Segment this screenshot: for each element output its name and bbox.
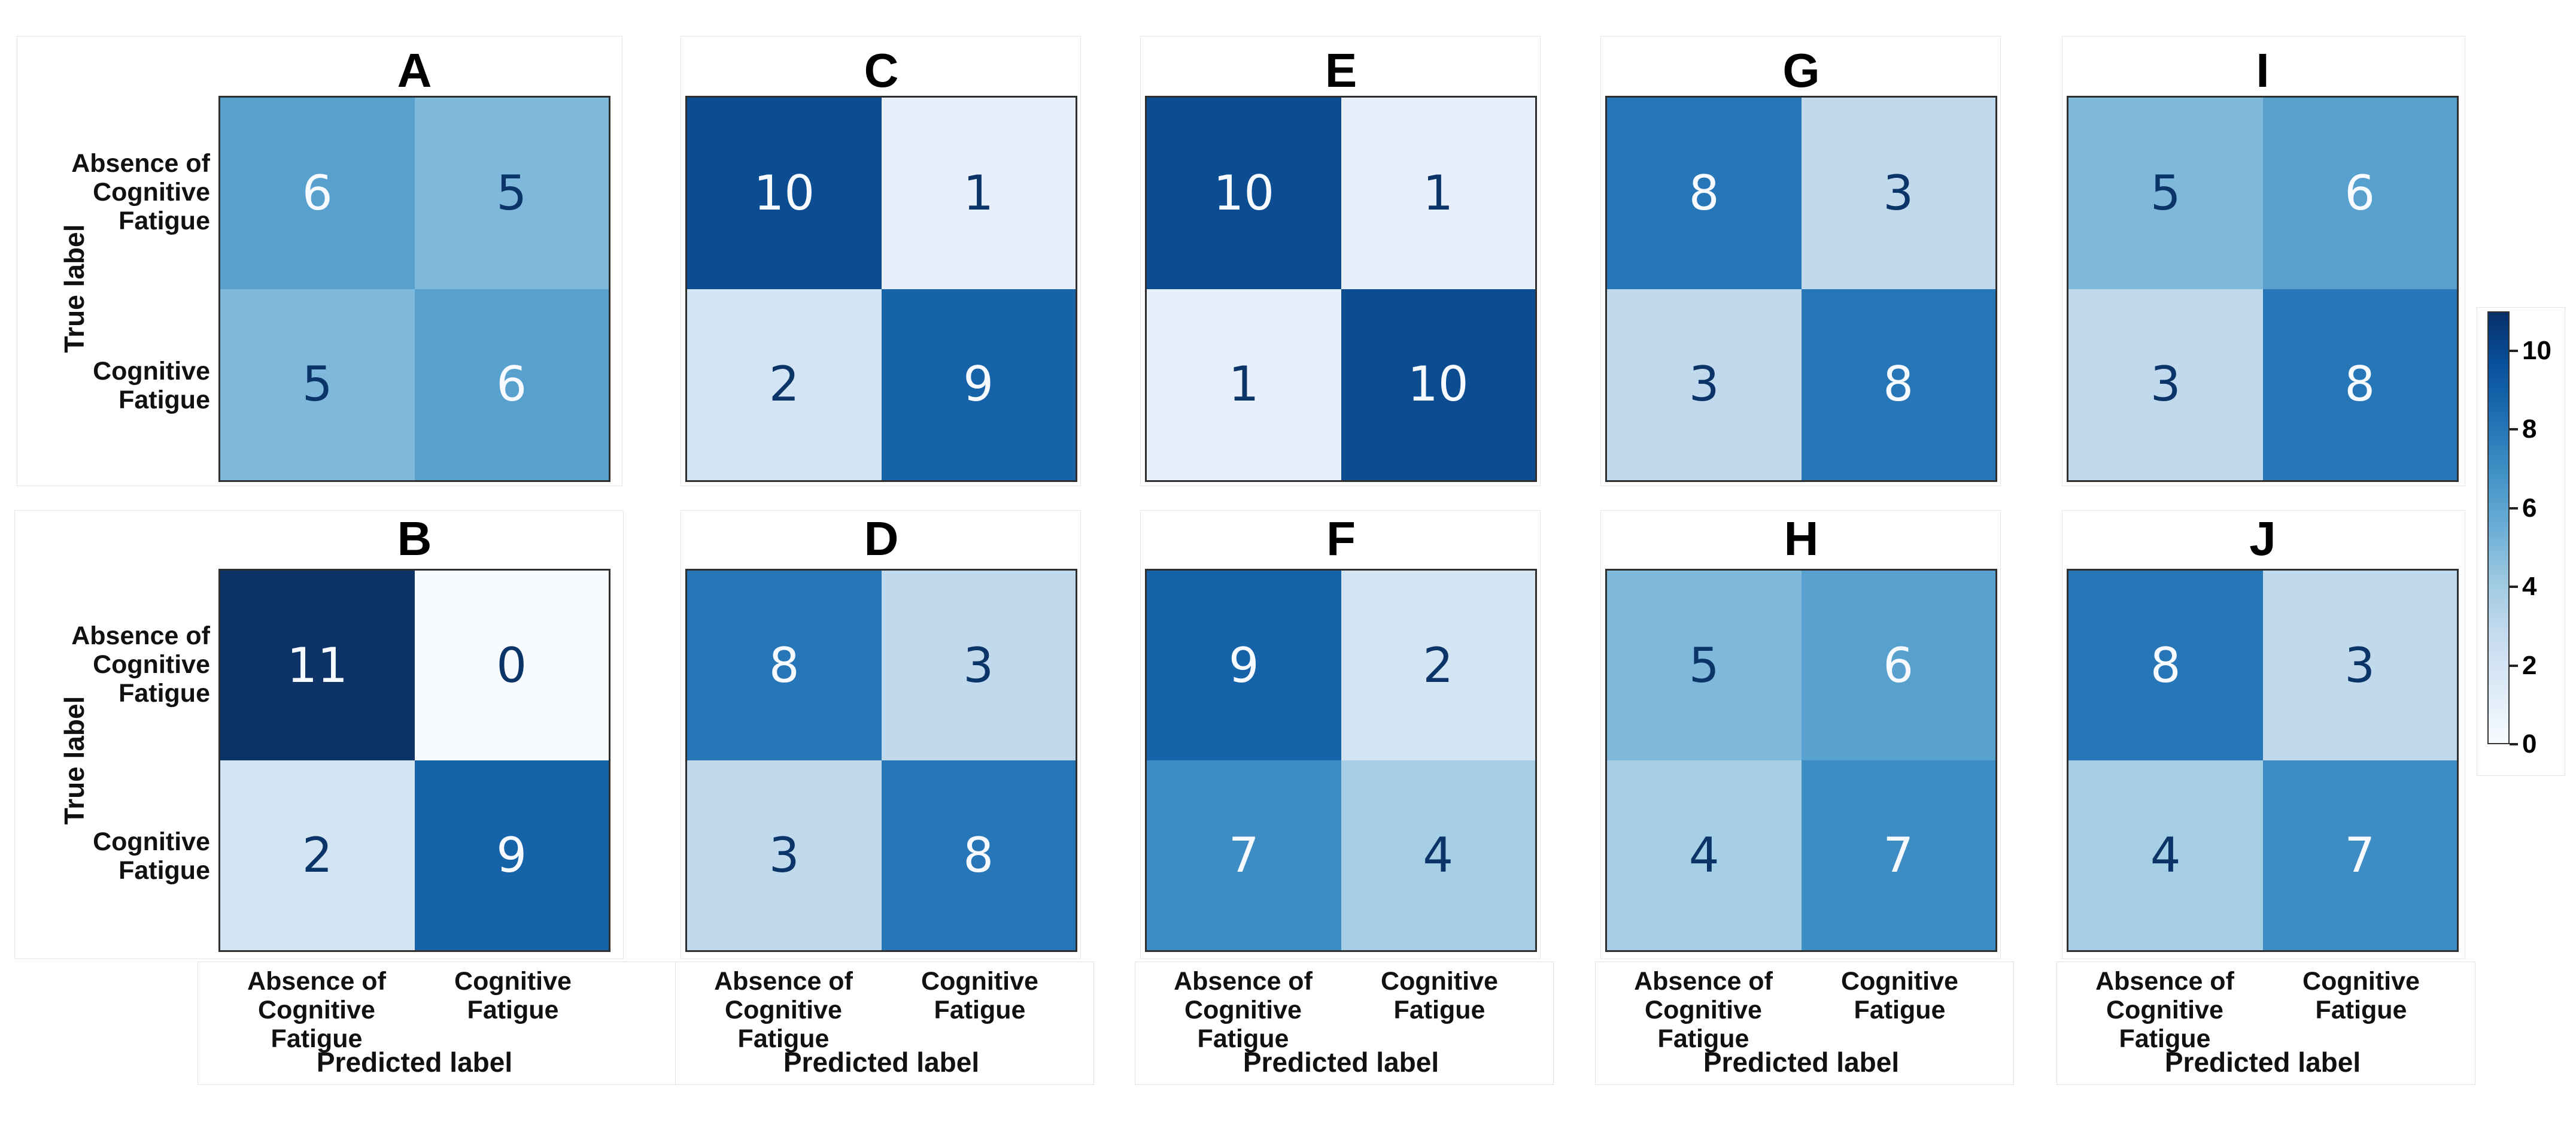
cell-I-r1c0: 3: [2068, 289, 2263, 480]
cell-F-r1c1: 4: [1341, 760, 1535, 950]
xtick-H-fatigue: Cognitive Fatigue: [1841, 967, 1958, 1024]
confusion-matrix-C: 10 1 2 9: [685, 96, 1077, 482]
cell-G-r0c1: 3: [1801, 98, 1995, 289]
cell-E-r1c0: 1: [1147, 289, 1341, 480]
xtick-B-fatigue: Cognitive Fatigue: [454, 967, 572, 1024]
cell-I-r0c0: 5: [2068, 98, 2263, 289]
ytick-B-absence: Absence of Cognitive Fatigue: [71, 621, 210, 708]
cell-B-r0c0: 11: [220, 571, 415, 760]
xlabel-strip-D: [675, 962, 1094, 1085]
cell-F-r0c1: 2: [1341, 571, 1535, 760]
confusion-matrix-F: 9 2 7 4: [1145, 569, 1537, 952]
colorbar-tick-label: 8: [2522, 414, 2537, 444]
subplot-title-E: E: [1325, 44, 1357, 97]
xtick-H-absence: Absence of Cognitive Fatigue: [1634, 967, 1773, 1053]
subplot-title-F: F: [1326, 512, 1356, 565]
confusion-matrix-G: 8 3 3 8: [1605, 96, 1997, 482]
x-axis-label-D: Predicted label: [783, 1047, 980, 1078]
cell-J-r0c0: 8: [2068, 571, 2263, 760]
xtick-F-fatigue: Cognitive Fatigue: [1381, 967, 1498, 1024]
cell-B-r1c1: 9: [414, 760, 609, 950]
cell-C-r1c0: 2: [687, 289, 882, 480]
cell-H-r0c0: 5: [1607, 571, 1802, 760]
cell-D-r1c0: 3: [687, 760, 882, 950]
colorbar-tick-label: 0: [2522, 729, 2537, 759]
x-axis-label-F: Predicted label: [1243, 1047, 1439, 1078]
subplot-title-C: C: [864, 44, 899, 97]
colorbar-tick-label: 10: [2522, 335, 2551, 365]
cell-G-r1c0: 3: [1607, 289, 1802, 480]
cell-I-r0c1: 6: [2262, 98, 2457, 289]
cell-F-r1c0: 7: [1147, 760, 1341, 950]
colorbar-tick-mark: [2510, 586, 2518, 589]
confusion-matrix-A: 6 5 5 6: [218, 96, 610, 482]
subplot-title-A: A: [397, 44, 432, 97]
colorbar-tick-label: 6: [2522, 493, 2537, 523]
subplot-title-G: G: [1782, 44, 1820, 97]
cell-G-r0c0: 8: [1607, 98, 1802, 289]
cell-H-r1c0: 4: [1607, 760, 1802, 950]
cell-C-r0c1: 1: [881, 98, 1076, 289]
xlabel-strip-H: [1595, 962, 2014, 1085]
x-axis-label-J: Predicted label: [2164, 1047, 2361, 1078]
cell-B-r0c1: 0: [414, 571, 609, 760]
subplot-title-H: H: [1784, 512, 1819, 565]
xtick-B-absence: Absence of Cognitive Fatigue: [247, 967, 386, 1053]
cell-E-r0c0: 10: [1147, 98, 1341, 289]
colorbar-strip: [2487, 311, 2510, 744]
xlabel-strip-F: [1135, 962, 1554, 1085]
xlabel-strip-J: [2056, 962, 2475, 1085]
colorbar-tick-label: 2: [2522, 650, 2537, 680]
cell-D-r1c1: 8: [881, 760, 1076, 950]
cell-C-r0c0: 10: [687, 98, 882, 289]
colorbar-tick-mark: [2510, 507, 2518, 510]
cell-A-r1c0: 5: [220, 289, 415, 480]
xtick-D-absence: Absence of Cognitive Fatigue: [714, 967, 853, 1053]
cell-A-r1c1: 6: [414, 289, 609, 480]
cell-I-r1c1: 8: [2262, 289, 2457, 480]
confusion-matrix-J: 8 3 4 7: [2067, 569, 2459, 952]
cell-H-r0c1: 6: [1801, 571, 1995, 760]
confusion-matrix-I: 5 6 3 8: [2067, 96, 2459, 482]
colorbar-tick-label: 4: [2522, 572, 2537, 602]
colorbar-tick-mark: [2510, 664, 2518, 667]
ytick-A-fatigue: Cognitive Fatigue: [93, 357, 210, 414]
colorbar-tick-mark: [2510, 428, 2518, 431]
cell-J-r0c1: 3: [2262, 571, 2457, 760]
cell-G-r1c1: 8: [1801, 289, 1995, 480]
cell-J-r1c1: 7: [2262, 760, 2457, 950]
cell-E-r0c1: 1: [1341, 98, 1535, 289]
xtick-D-fatigue: Cognitive Fatigue: [921, 967, 1038, 1024]
cell-C-r1c1: 9: [881, 289, 1076, 480]
confusion-matrix-B: 11 0 2 9: [218, 569, 610, 952]
colorbar-tick-mark: [2510, 349, 2518, 352]
x-axis-label-B: Predicted label: [316, 1047, 513, 1078]
subplot-title-I: I: [2256, 44, 2270, 97]
cell-B-r1c0: 2: [220, 760, 415, 950]
subplot-title-J: J: [2249, 512, 2276, 565]
cell-H-r1c1: 7: [1801, 760, 1995, 950]
cell-D-r0c0: 8: [687, 571, 882, 760]
colorbar-tick-mark: [2510, 743, 2518, 745]
cell-F-r0c0: 9: [1147, 571, 1341, 760]
ytick-B-fatigue: Cognitive Fatigue: [93, 827, 210, 885]
subplot-title-D: D: [864, 512, 899, 565]
confusion-matrix-E: 10 1 1 10: [1145, 96, 1537, 482]
xtick-J-absence: Absence of Cognitive Fatigue: [2095, 967, 2234, 1053]
xtick-J-fatigue: Cognitive Fatigue: [2302, 967, 2420, 1024]
x-axis-label-H: Predicted label: [1703, 1047, 1900, 1078]
confusion-matrix-D: 8 3 3 8: [685, 569, 1077, 952]
ytick-A-absence: Absence of Cognitive Fatigue: [71, 149, 210, 235]
cell-J-r1c0: 4: [2068, 760, 2263, 950]
cell-A-r0c1: 5: [414, 98, 609, 289]
cell-D-r0c1: 3: [881, 571, 1076, 760]
cell-A-r0c0: 6: [220, 98, 415, 289]
confusion-matrix-H: 5 6 4 7: [1605, 569, 1997, 952]
xtick-F-absence: Absence of Cognitive Fatigue: [1174, 967, 1313, 1053]
subplot-title-B: B: [397, 512, 432, 565]
cell-E-r1c1: 10: [1341, 289, 1535, 480]
